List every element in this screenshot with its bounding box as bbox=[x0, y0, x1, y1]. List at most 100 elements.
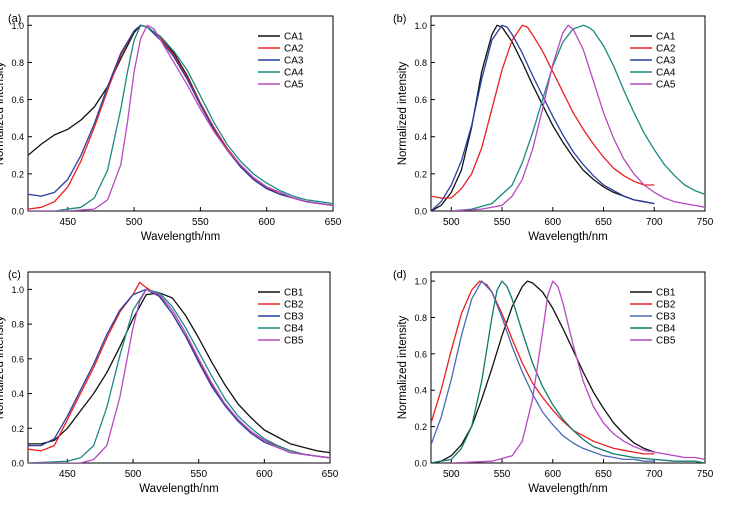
x-axis-label: Wavelength/nm bbox=[141, 231, 220, 243]
legend-label: CB3 bbox=[284, 312, 304, 323]
series-line-cb4 bbox=[28, 288, 330, 463]
panel-label: (b) bbox=[393, 13, 406, 25]
x-tick-label: 750 bbox=[697, 217, 714, 228]
series-line-ca1 bbox=[431, 24, 655, 211]
y-tick-label: 0.8 bbox=[11, 320, 24, 330]
x-tick-label: 450 bbox=[59, 217, 76, 228]
series-line-ca2 bbox=[431, 24, 655, 199]
plot-frame bbox=[27, 15, 334, 212]
x-tick-label: 500 bbox=[125, 469, 142, 480]
y-tick-label: 0.2 bbox=[414, 422, 427, 432]
legend-label: CB4 bbox=[284, 324, 304, 335]
x-tick-label: 650 bbox=[595, 217, 612, 228]
series-line-ca3 bbox=[431, 24, 655, 211]
series-line-cb1 bbox=[28, 292, 330, 454]
series-line-ca4 bbox=[451, 24, 705, 211]
y-tick-label: 0.6 bbox=[414, 95, 427, 105]
x-tick-label: 450 bbox=[59, 469, 76, 480]
y-tick-label: 0.6 bbox=[11, 354, 24, 364]
x-tick-label: 500 bbox=[126, 217, 143, 228]
series-line-ca5 bbox=[28, 24, 333, 211]
y-tick-label: 1.0 bbox=[11, 21, 24, 31]
y-tick-label: 0.4 bbox=[11, 389, 24, 399]
y-tick-label: 1.0 bbox=[414, 277, 427, 287]
plot-frame bbox=[430, 15, 706, 212]
y-tick-label: 0.2 bbox=[11, 424, 24, 434]
x-tick-label: 500 bbox=[443, 469, 460, 480]
legend-label: CB2 bbox=[284, 300, 304, 311]
series-line-cb3 bbox=[431, 280, 655, 462]
y-axis-label: Normalized intensity bbox=[0, 315, 6, 419]
legend-label: CA2 bbox=[656, 44, 676, 55]
panel-label: (a) bbox=[8, 13, 21, 25]
legend-label: CA1 bbox=[656, 32, 676, 43]
series-line-cb1 bbox=[431, 280, 655, 463]
legend-label: CB2 bbox=[656, 300, 676, 311]
x-tick-label: 550 bbox=[494, 469, 511, 480]
x-tick-label: 600 bbox=[544, 217, 561, 228]
y-tick-label: 0.8 bbox=[414, 58, 427, 68]
x-tick-label: 650 bbox=[595, 469, 612, 480]
plot-frame bbox=[430, 271, 706, 464]
y-tick-label: 1.0 bbox=[414, 21, 427, 31]
y-tick-label: 0.8 bbox=[414, 313, 427, 323]
x-tick-label: 550 bbox=[494, 217, 511, 228]
series-line-ca4 bbox=[28, 24, 333, 211]
y-tick-label: 0.0 bbox=[11, 207, 24, 217]
legend-label: CA1 bbox=[284, 32, 304, 43]
x-tick-label: 550 bbox=[192, 217, 209, 228]
panel-label: (d) bbox=[393, 269, 406, 281]
legend-label: CA3 bbox=[656, 56, 676, 67]
x-axis-label: Wavelength/nm bbox=[139, 483, 218, 495]
y-tick-label: 1.0 bbox=[11, 285, 24, 295]
legend-label: CA4 bbox=[284, 68, 304, 79]
legend-label: CA5 bbox=[284, 80, 304, 91]
legend-label: CB5 bbox=[656, 336, 676, 347]
x-axis-label: Wavelength/nm bbox=[528, 483, 607, 495]
plot-frame bbox=[27, 271, 331, 464]
series-line-cb5 bbox=[451, 280, 705, 463]
x-tick-label: 750 bbox=[697, 469, 714, 480]
legend-label: CB1 bbox=[656, 288, 676, 299]
y-tick-label: 0.2 bbox=[414, 169, 427, 179]
y-tick-label: 0.2 bbox=[11, 169, 24, 179]
x-tick-label: 500 bbox=[443, 217, 460, 228]
legend-label: CB1 bbox=[284, 288, 304, 299]
x-tick-label: 550 bbox=[190, 469, 207, 480]
panel-label: (c) bbox=[8, 269, 21, 281]
y-tick-label: 0.6 bbox=[414, 349, 427, 359]
chart-panel-1: (a) 450 500 550 600 650 0.0 0.2 0.4 0.6 0.8 1.0 Wave… bbox=[0, 13, 342, 243]
series-line-ca5 bbox=[451, 24, 705, 211]
legend-label: CB5 bbox=[284, 336, 304, 347]
y-tick-label: 0.8 bbox=[11, 58, 24, 68]
legend-label: CA2 bbox=[284, 44, 304, 55]
chart-panel-3: (c) 450 500 550 600 650 0.0 0.2 0.4 0.6 0.8 1.0 Wave… bbox=[0, 269, 339, 495]
x-axis-label: Wavelength/nm bbox=[528, 231, 607, 243]
y-tick-label: 0.4 bbox=[414, 132, 427, 142]
y-tick-label: 0.0 bbox=[414, 207, 427, 217]
chart-panel-4: (d) 500 550 600 650 700 750 0.0 0.2 0.4 0.6 0.8 1.0 W… bbox=[393, 269, 714, 495]
legend-label: CA5 bbox=[656, 80, 676, 91]
x-tick-label: 700 bbox=[646, 217, 663, 228]
x-tick-label: 650 bbox=[322, 469, 339, 480]
legend-label: CB4 bbox=[656, 324, 676, 335]
legend-label: CA3 bbox=[284, 56, 304, 67]
series-line-ca3 bbox=[28, 24, 333, 207]
x-tick-label: 600 bbox=[258, 217, 275, 228]
series-line-cb4 bbox=[431, 280, 705, 463]
y-tick-label: 0.4 bbox=[414, 386, 427, 396]
y-axis-label: Normalized intensity bbox=[0, 61, 6, 165]
y-tick-label: 0.0 bbox=[414, 459, 427, 469]
series-line-cb2 bbox=[431, 280, 655, 455]
y-axis-label: Normalized intensity bbox=[397, 315, 409, 419]
y-axis-label: Normalized intensity bbox=[397, 61, 409, 165]
chart-panel-2: (b) 500 550 600 650 700 750 0.0 0.2 0.4 0.6 0.8 1.0 W… bbox=[393, 13, 714, 243]
series-line-cb5 bbox=[28, 288, 330, 463]
x-tick-label: 600 bbox=[544, 469, 561, 480]
x-tick-label: 650 bbox=[325, 217, 342, 228]
x-tick-label: 700 bbox=[646, 469, 663, 480]
x-tick-label: 600 bbox=[256, 469, 273, 480]
y-tick-label: 0.0 bbox=[11, 459, 24, 469]
legend-label: CA4 bbox=[656, 68, 676, 79]
y-tick-label: 0.4 bbox=[11, 132, 24, 142]
